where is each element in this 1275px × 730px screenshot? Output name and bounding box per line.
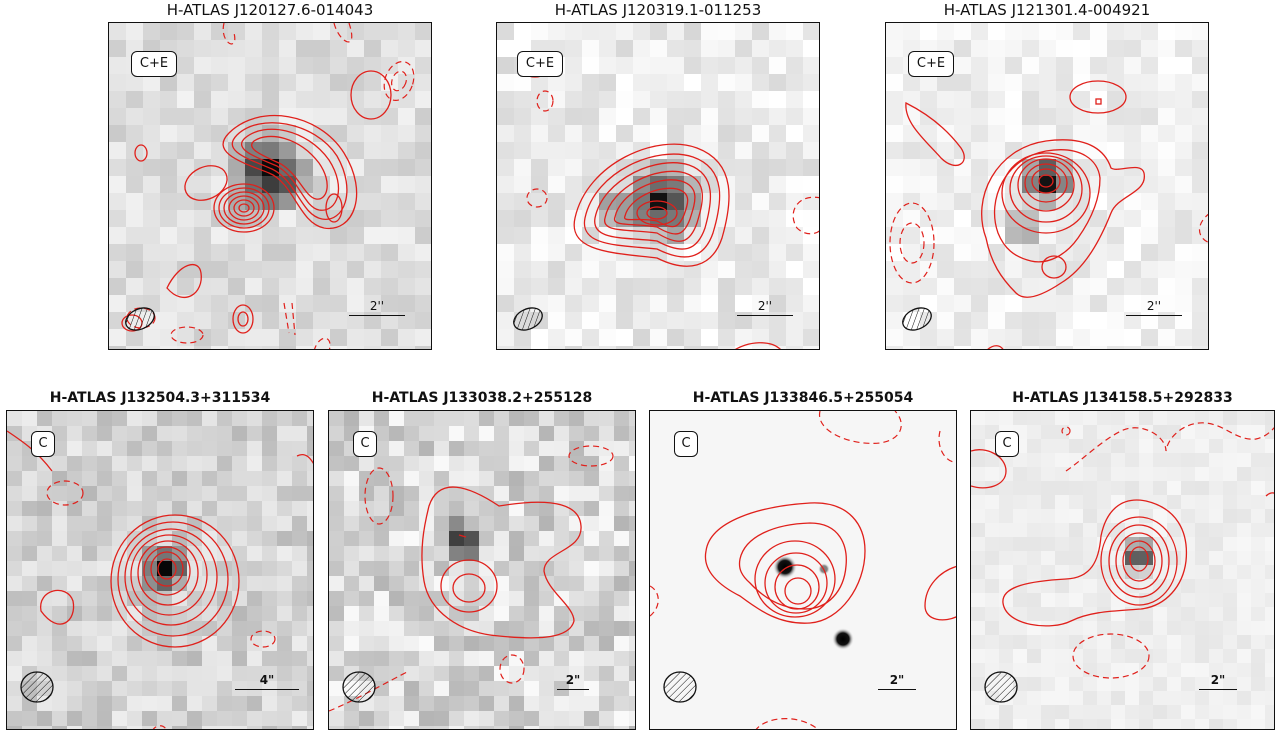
beam-ellipse-icon	[902, 307, 932, 331]
scale-bar: 2"	[1199, 673, 1237, 690]
panel-5: H-ATLAS J133038.2+255128 C 2"	[328, 388, 636, 730]
contour-overlay	[121, 23, 415, 349]
config-badge: C+E	[131, 51, 177, 77]
panel-2: H-ATLAS J120319.1-011253 C+E	[496, 0, 820, 352]
scale-bar: 2"	[557, 673, 589, 690]
panel-title: H-ATLAS J133846.5+255054	[692, 390, 914, 406]
scale-label: 2"	[1210, 673, 1226, 687]
scale-label: 2''	[1146, 299, 1162, 313]
scale-label: 2''	[369, 299, 385, 313]
config-badge: C	[353, 431, 377, 457]
scale-label: 2"	[565, 673, 581, 687]
scale-bar: 2"	[878, 673, 916, 690]
scale-bar: 2''	[737, 299, 793, 316]
scale-bar: 2''	[349, 299, 405, 316]
config-badge: C	[995, 431, 1019, 457]
config-badge: C+E	[517, 51, 563, 77]
cutout-image: C 2"	[970, 410, 1275, 730]
cutout-image: C 4"	[6, 410, 314, 730]
pixel-map	[886, 23, 1208, 349]
pixel-map	[7, 411, 313, 729]
panel-7: H-ATLAS J134158.5+292833 C	[970, 388, 1275, 730]
beam-ellipse-icon	[984, 671, 1018, 703]
beam-ellipse-icon	[125, 307, 155, 331]
pixel-map	[329, 411, 635, 729]
contour-overlay	[650, 411, 956, 729]
contour-overlay	[520, 52, 819, 349]
panel-title: H-ATLAS J121301.4-004921	[943, 1, 1151, 19]
cutout-image: C 2"	[328, 410, 636, 730]
panel-title: H-ATLAS J120319.1-011253	[554, 1, 762, 19]
beam-ellipse-icon	[663, 671, 697, 703]
beam-ellipse-icon	[20, 671, 54, 703]
scale-label: 2''	[757, 299, 773, 313]
panel-title: H-ATLAS J133038.2+255128	[371, 390, 593, 406]
contour-overlay	[971, 422, 1274, 679]
panel-title: H-ATLAS J132504.3+311534	[49, 390, 271, 406]
scale-bar: 2''	[1126, 299, 1182, 316]
config-badge: C	[674, 431, 698, 457]
cutout-image: C+E 2''	[496, 22, 820, 350]
contour-overlay	[329, 445, 614, 712]
contour-overlay	[7, 430, 313, 729]
pixel-map	[109, 23, 431, 349]
panel-3: H-ATLAS J121301.4-004921	[885, 0, 1209, 352]
panel-1: H-ATLAS J120127.6-014043	[108, 0, 432, 352]
scale-label: 4"	[259, 673, 275, 687]
scale-bar: 4"	[235, 673, 299, 690]
cutout-image: C+E 2''	[885, 22, 1209, 350]
cutout-image: C 2"	[649, 410, 957, 730]
scale-label: 2"	[889, 673, 905, 687]
contour-overlay	[889, 80, 1208, 349]
panel-title: H-ATLAS J134158.5+292833	[1012, 390, 1233, 406]
panel-6: H-ATLAS J133846.5+255054	[649, 388, 957, 730]
cutout-image: C+E 2''	[108, 22, 432, 350]
config-badge: C	[31, 431, 55, 457]
beam-ellipse-icon	[342, 671, 376, 703]
beam-ellipse-icon	[513, 307, 543, 331]
config-badge: C+E	[908, 51, 954, 77]
panel-4: H-ATLAS J132504.3+311534	[6, 388, 314, 730]
panel-title: H-ATLAS J120127.6-014043	[166, 1, 374, 19]
